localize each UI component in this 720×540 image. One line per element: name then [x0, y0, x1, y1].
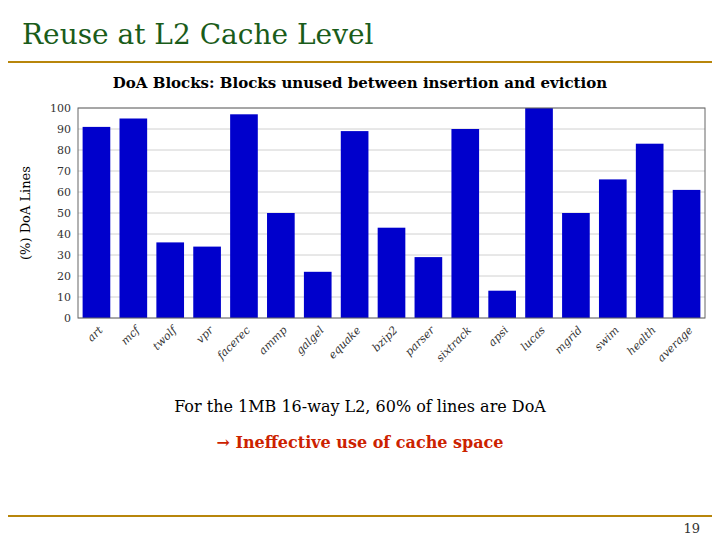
x-tick-label: galgel	[293, 323, 327, 357]
x-tick-label: health	[625, 324, 659, 358]
y-tick-label: 40	[57, 228, 71, 241]
grid-line	[78, 129, 705, 130]
y-grid	[78, 108, 705, 318]
x-tick-label: art	[85, 323, 106, 344]
x-tick-label: swim	[592, 324, 622, 354]
y-tick-label: 90	[57, 123, 71, 136]
bar	[83, 127, 111, 318]
y-axis-label: (%) DoA Lines	[18, 166, 33, 260]
bar	[562, 213, 590, 318]
grid-line	[78, 171, 705, 172]
x-tick-label: ammp	[256, 324, 290, 358]
x-tick-label: equake	[326, 323, 364, 361]
bar	[341, 131, 369, 318]
bar	[599, 179, 627, 318]
y-tick-label: 20	[57, 270, 71, 283]
x-tick-label: average	[655, 323, 696, 364]
x-tick-label: bzip2	[370, 324, 401, 355]
y-tick-label: 30	[57, 249, 71, 262]
bar	[193, 247, 221, 318]
bar	[378, 228, 406, 318]
bar	[525, 108, 553, 318]
y-tick-label: 60	[57, 186, 71, 199]
x-tick-label: mcf	[118, 322, 143, 347]
y-tick-label: 70	[57, 165, 71, 178]
bar	[267, 213, 295, 318]
bottom-line	[8, 515, 712, 517]
x-tick-label: lucas	[518, 324, 548, 354]
y-tick-label: 50	[57, 207, 71, 220]
y-tick-label: 100	[50, 102, 71, 115]
bar	[119, 119, 147, 319]
subtitle: DoA Blocks: Blocks unused between insert…	[113, 74, 607, 92]
page-number: 19	[683, 521, 700, 536]
bar	[415, 257, 443, 318]
y-tick-label: 0	[64, 312, 71, 325]
y-tick-label: 10	[57, 291, 71, 304]
grid-line	[78, 150, 705, 151]
bar	[304, 272, 332, 318]
x-tick-label: vpr	[194, 323, 217, 346]
footer-text: For the 1MB 16-way L2, 60% of lines are …	[174, 397, 546, 416]
bars	[83, 108, 701, 318]
title: Reuse at L2 Cache Level	[22, 18, 374, 51]
bar	[636, 144, 664, 318]
footer-emphasis: → Ineffective use of cache space	[216, 433, 503, 452]
x-tick-label: parser	[402, 323, 437, 358]
bar	[673, 190, 701, 318]
chart-container: Reuse at L2 Cache Level DoA Blocks: Block…	[0, 0, 720, 540]
bar	[451, 129, 479, 318]
chart: Reuse at L2 Cache Level DoA Blocks: Block…	[0, 0, 720, 540]
bar	[156, 242, 184, 318]
x-tick-label: twolf	[150, 322, 180, 352]
bar	[230, 114, 258, 318]
x-tick-label: sixtrack	[434, 324, 475, 365]
plot-frame	[78, 108, 705, 318]
x-tick-label: apsi	[486, 324, 511, 349]
separator-line	[8, 61, 712, 63]
y-tick-label: 80	[57, 144, 71, 157]
x-tick-label: mgrid	[552, 324, 585, 357]
x-tick-label: facerec	[214, 324, 253, 363]
plot-background	[78, 108, 705, 318]
bar	[488, 291, 516, 318]
